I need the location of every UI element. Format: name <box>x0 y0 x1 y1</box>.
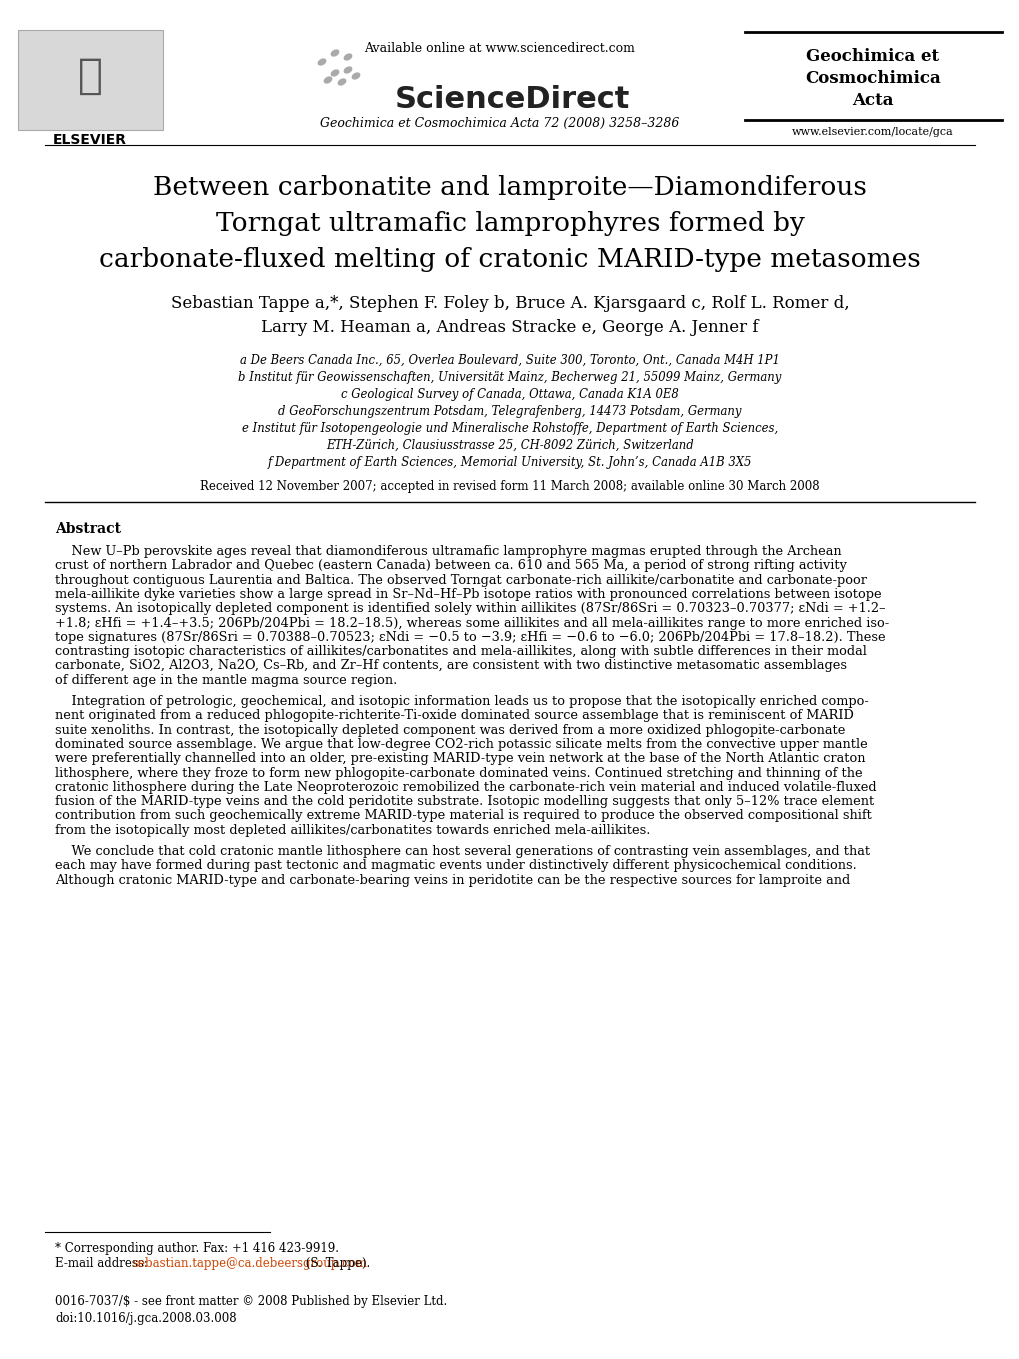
Text: doi:10.1016/j.gca.2008.03.008: doi:10.1016/j.gca.2008.03.008 <box>55 1311 236 1325</box>
Text: c Geological Survey of Canada, Ottawa, Canada K1A 0E8: c Geological Survey of Canada, Ottawa, C… <box>340 389 679 401</box>
Text: crust of northern Labrador and Quebec (eastern Canada) between ca. 610 and 565 M: crust of northern Labrador and Quebec (e… <box>55 560 846 572</box>
Text: Acta: Acta <box>852 92 893 109</box>
Text: Cosmochimica: Cosmochimica <box>804 71 940 87</box>
Text: were preferentially channelled into an older, pre-existing MARID-type vein netwo: were preferentially channelled into an o… <box>55 752 865 765</box>
Text: sebastian.tappe@ca.debeersgroup.com: sebastian.tappe@ca.debeersgroup.com <box>132 1257 367 1271</box>
Ellipse shape <box>352 73 360 79</box>
Text: Sebastian Tappe a,*, Stephen F. Foley b, Bruce A. Kjarsgaard c, Rolf L. Romer d,: Sebastian Tappe a,*, Stephen F. Foley b,… <box>170 295 849 313</box>
Ellipse shape <box>331 50 338 56</box>
Text: Geochimica et Cosmochimica Acta 72 (2008) 3258–3286: Geochimica et Cosmochimica Acta 72 (2008… <box>320 117 679 130</box>
Text: cratonic lithosphere during the Late Neoproterozoic remobilized the carbonate-ri: cratonic lithosphere during the Late Neo… <box>55 781 875 794</box>
Text: each may have formed during past tectonic and magmatic events under distinctivel: each may have formed during past tectoni… <box>55 859 856 872</box>
Text: +1.8; εHfi = +1.4–+3.5; 206Pb/204Pbi = 18.2–18.5), whereas some aillikites and a: +1.8; εHfi = +1.4–+3.5; 206Pb/204Pbi = 1… <box>55 617 889 629</box>
Text: ScienceDirect: ScienceDirect <box>394 86 630 114</box>
Text: b Institut für Geowissenschaften, Universität Mainz, Becherweg 21, 55099 Mainz, : b Institut für Geowissenschaften, Univer… <box>238 371 781 385</box>
Text: carbonate-fluxed melting of cratonic MARID-type metasomes: carbonate-fluxed melting of cratonic MAR… <box>99 247 920 272</box>
Text: Received 12 November 2007; accepted in revised form 11 March 2008; available onl: Received 12 November 2007; accepted in r… <box>200 480 819 493</box>
Text: mela-aillikite dyke varieties show a large spread in Sr–Nd–Hf–Pb isotope ratios : mela-aillikite dyke varieties show a lar… <box>55 588 880 601</box>
Text: Torngat ultramafic lamprophyres formed by: Torngat ultramafic lamprophyres formed b… <box>215 211 804 236</box>
Bar <box>18 30 163 130</box>
Text: systems. An isotopically depleted component is identified solely within aillikit: systems. An isotopically depleted compon… <box>55 602 884 616</box>
Text: throughout contiguous Laurentia and Baltica. The observed Torngat carbonate-rich: throughout contiguous Laurentia and Balt… <box>55 573 866 587</box>
Text: e Institut für Isotopengeologie und Mineralische Rohstoffe, Department of Earth : e Institut für Isotopengeologie und Mine… <box>242 423 777 435</box>
Text: Integration of petrologic, geochemical, and isotopic information leads us to pro: Integration of petrologic, geochemical, … <box>55 694 868 708</box>
Text: contrasting isotopic characteristics of aillikites/carbonatites and mela-ailliki: contrasting isotopic characteristics of … <box>55 646 866 658</box>
Text: 0016-7037/$ - see front matter © 2008 Published by Elsevier Ltd.: 0016-7037/$ - see front matter © 2008 Pu… <box>55 1295 446 1307</box>
Text: f Department of Earth Sciences, Memorial University, St. John’s, Canada A1B 3X5: f Department of Earth Sciences, Memorial… <box>268 457 751 469</box>
Text: lithosphere, where they froze to form new phlogopite-carbonate dominated veins. : lithosphere, where they froze to form ne… <box>55 766 862 780</box>
Text: nent originated from a reduced phlogopite-richterite-Ti-oxide dominated source a: nent originated from a reduced phlogopit… <box>55 709 853 722</box>
Text: * Corresponding author. Fax: +1 416 423-9919.: * Corresponding author. Fax: +1 416 423-… <box>55 1242 338 1254</box>
Text: Between carbonatite and lamproite—Diamondiferous: Between carbonatite and lamproite—Diamon… <box>153 175 866 200</box>
Text: tope signatures (87Sr/86Sri = 0.70388–0.70523; εNdi = −0.5 to −3.9; εHfi = −0.6 : tope signatures (87Sr/86Sri = 0.70388–0.… <box>55 631 884 644</box>
Text: ELSEVIER: ELSEVIER <box>53 133 127 147</box>
Text: ETH-Zürich, Clausiusstrasse 25, CH-8092 Zürich, Switzerland: ETH-Zürich, Clausiusstrasse 25, CH-8092 … <box>326 439 693 453</box>
Ellipse shape <box>344 54 352 60</box>
Text: d GeoForschungszentrum Potsdam, Telegrafenberg, 14473 Potsdam, Germany: d GeoForschungszentrum Potsdam, Telegraf… <box>278 405 741 419</box>
Text: Geochimica et: Geochimica et <box>806 48 938 65</box>
Ellipse shape <box>344 67 352 73</box>
Text: 🌳: 🌳 <box>77 54 102 96</box>
Text: New U–Pb perovskite ages reveal that diamondiferous ultramafic lamprophyre magma: New U–Pb perovskite ages reveal that dia… <box>55 545 841 559</box>
Text: contribution from such geochemically extreme MARID-type material is required to : contribution from such geochemically ext… <box>55 810 871 822</box>
Text: Larry M. Heaman a, Andreas Stracke e, George A. Jenner f: Larry M. Heaman a, Andreas Stracke e, Ge… <box>261 319 758 336</box>
Text: fusion of the MARID-type veins and the cold peridotite substrate. Isotopic model: fusion of the MARID-type veins and the c… <box>55 795 873 809</box>
Text: www.elsevier.com/locate/gca: www.elsevier.com/locate/gca <box>792 126 953 137</box>
Text: suite xenoliths. In contrast, the isotopically depleted component was derived fr: suite xenoliths. In contrast, the isotop… <box>55 723 845 737</box>
Text: We conclude that cold cratonic mantle lithosphere can host several generations o: We conclude that cold cratonic mantle li… <box>55 845 869 858</box>
Text: Available online at www.sciencedirect.com: Available online at www.sciencedirect.co… <box>364 42 635 54</box>
Text: (S. Tappe).: (S. Tappe). <box>302 1257 370 1271</box>
Ellipse shape <box>318 58 325 65</box>
Ellipse shape <box>338 79 345 86</box>
Text: Abstract: Abstract <box>55 522 121 535</box>
Text: from the isotopically most depleted aillikites/carbonatites towards enriched mel: from the isotopically most depleted aill… <box>55 824 650 837</box>
Text: carbonate, SiO2, Al2O3, Na2O, Cs–Rb, and Zr–Hf contents, are consistent with two: carbonate, SiO2, Al2O3, Na2O, Cs–Rb, and… <box>55 659 846 673</box>
Text: a De Beers Canada Inc., 65, Overlea Boulevard, Suite 300, Toronto, Ont., Canada : a De Beers Canada Inc., 65, Overlea Boul… <box>239 353 780 367</box>
Text: Although cratonic MARID-type and carbonate-bearing veins in peridotite can be th: Although cratonic MARID-type and carbona… <box>55 874 850 886</box>
Text: E-mail address:: E-mail address: <box>55 1257 152 1271</box>
Ellipse shape <box>331 71 338 76</box>
Text: dominated source assemblage. We argue that low-degree CO2-rich potassic silicate: dominated source assemblage. We argue th… <box>55 738 867 752</box>
Text: of different age in the mantle magma source region.: of different age in the mantle magma sou… <box>55 674 396 686</box>
Ellipse shape <box>324 77 331 83</box>
